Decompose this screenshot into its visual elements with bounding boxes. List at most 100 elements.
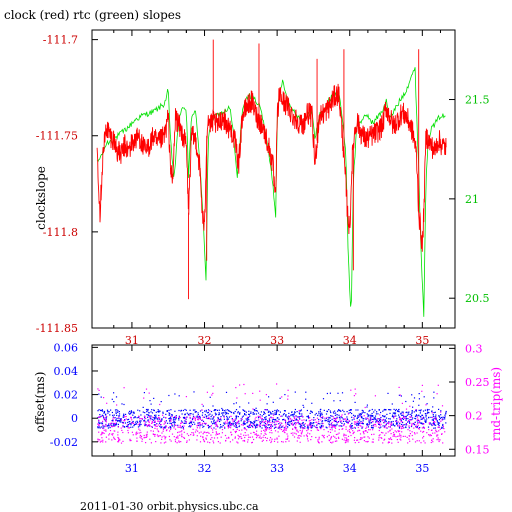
offset-point — [144, 423, 146, 425]
offset-point — [184, 420, 186, 422]
rnd-trip-point — [251, 441, 253, 443]
rnd-trip-point — [215, 434, 217, 436]
rnd-trip-point — [198, 432, 200, 434]
offset-point — [180, 427, 182, 429]
rnd-trip-point — [411, 422, 413, 425]
offset-point — [256, 410, 258, 412]
offset-point — [296, 411, 298, 413]
offset-point — [250, 412, 252, 414]
offset-point — [112, 419, 114, 421]
rnd-trip-point — [353, 431, 355, 433]
rnd-trip-point — [428, 434, 430, 436]
rnd-trip-point — [399, 418, 401, 420]
rnd-trip-point — [225, 422, 227, 425]
rnd-trip-point — [176, 442, 178, 444]
rnd-trip-point — [100, 433, 103, 435]
offset-point — [133, 417, 135, 419]
rnd-trip-point — [407, 429, 409, 431]
offset-point — [111, 398, 113, 400]
offset-point — [420, 409, 422, 411]
rnd-trip-point — [158, 431, 160, 433]
offset-point — [379, 421, 382, 423]
offset-point — [279, 427, 281, 429]
offset-point — [398, 409, 400, 411]
offset-point — [339, 418, 341, 420]
offset-point — [264, 422, 267, 424]
rnd-trip-point — [257, 434, 259, 436]
rnd-trip-point — [205, 417, 207, 419]
offset-point — [444, 416, 446, 418]
rnd-trip-point — [280, 415, 282, 417]
rnd-trip-point — [252, 431, 255, 433]
offset-point — [233, 421, 235, 423]
offset-point — [221, 426, 223, 428]
offset-point — [224, 427, 226, 429]
rnd-trip-point — [302, 428, 304, 430]
rnd-trip-point — [296, 422, 298, 424]
offset-point — [393, 408, 395, 410]
offset-point — [291, 413, 293, 416]
rnd-trip-point — [431, 429, 433, 431]
offset-point — [405, 426, 407, 429]
offset-point — [362, 411, 364, 413]
offset-point — [103, 425, 105, 427]
offset-point — [425, 420, 427, 422]
rnd-trip-point — [183, 425, 185, 427]
offset-point — [330, 423, 332, 425]
offset-point — [324, 419, 326, 421]
rnd-trip-point — [199, 441, 202, 443]
rnd-trip-point — [178, 440, 180, 442]
rnd-trip-point — [363, 440, 365, 442]
rnd-trip-point — [103, 397, 105, 399]
offset-point — [130, 426, 132, 428]
offset-point — [420, 418, 422, 420]
rnd-trip-point — [157, 430, 159, 432]
offset-point — [215, 414, 217, 416]
bottom-left-axis-ticks: 0.060.040.020-0.02 — [50, 341, 98, 449]
rnd-trip-point — [143, 434, 145, 437]
rnd-trip-point — [340, 415, 342, 417]
rnd-trip-point — [195, 429, 197, 431]
rnd-trip-point — [423, 430, 425, 433]
rnd-trip-point — [265, 429, 267, 432]
rnd-trip-point — [112, 433, 114, 435]
offset-point — [409, 422, 411, 424]
rnd-trip-point — [335, 419, 337, 421]
offset-point — [204, 410, 206, 412]
rnd-trip-point — [359, 422, 362, 424]
offset-point — [235, 417, 237, 419]
rnd-trip-point — [349, 425, 351, 427]
rnd-trip-point — [284, 432, 286, 434]
rnd-trip-point — [101, 437, 103, 439]
rnd-trip-point — [170, 440, 172, 442]
offset-point — [218, 412, 220, 414]
offset-point — [132, 426, 134, 428]
offset-point — [371, 425, 373, 427]
offset-point — [112, 423, 114, 425]
rnd-trip-point — [360, 437, 362, 439]
rnd-trip-point — [150, 430, 152, 432]
rnd-trip-point — [164, 422, 166, 424]
offset-point — [326, 392, 328, 395]
offset-point — [212, 418, 214, 420]
rnd-trip-point — [368, 429, 370, 431]
rnd-trip-point — [154, 433, 156, 436]
rnd-trip-point — [304, 427, 306, 429]
offset-point — [374, 415, 377, 417]
offset-point — [218, 409, 220, 411]
rnd-trip-point — [365, 427, 367, 429]
rnd-trip-point — [139, 429, 141, 431]
rnd-trip-point — [105, 421, 107, 423]
offset-point — [328, 416, 330, 418]
rnd-trip-point — [180, 422, 182, 424]
rnd-trip-point — [334, 425, 336, 427]
offset-point — [429, 422, 431, 424]
offset-point — [431, 410, 433, 412]
offset-point — [384, 421, 386, 423]
offset-point — [188, 422, 191, 424]
rnd-trip-point — [310, 426, 312, 428]
rnd-trip-point — [334, 419, 337, 421]
offset-point — [408, 411, 410, 413]
offset-point — [336, 424, 338, 426]
offset-point — [366, 413, 368, 415]
